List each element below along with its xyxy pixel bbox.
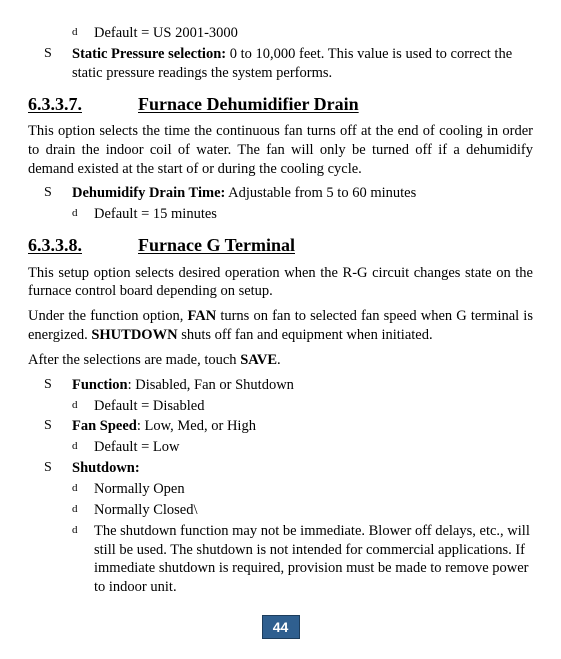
bullet-marker-icon: S bbox=[44, 459, 72, 478]
value: : Low, Med, or High bbox=[137, 418, 256, 434]
list-item-normally-open: d Normally Open bbox=[72, 480, 533, 499]
text: Default = Disabled bbox=[94, 397, 533, 416]
section-heading-6337: 6.3.3.7. Furnace Dehumidifier Drain bbox=[28, 93, 533, 116]
section-title: Furnace G Terminal bbox=[138, 234, 295, 257]
text: Normally Open bbox=[94, 480, 533, 499]
circle-marker-icon: d bbox=[72, 501, 94, 520]
section-title: Furnace Dehumidifier Drain bbox=[138, 93, 359, 116]
list-item-fan-speed: S Fan Speed: Low, Med, or High bbox=[44, 417, 533, 436]
label: Static Pressure selection: bbox=[72, 46, 226, 62]
label: Fan Speed bbox=[72, 418, 137, 434]
bullet-marker-icon: S bbox=[44, 376, 72, 395]
text: Default = Low bbox=[94, 438, 533, 457]
list-item-shutdown: S Shutdown: bbox=[44, 459, 533, 478]
text: Default = 15 minutes bbox=[94, 205, 533, 224]
section-number: 6.3.3.7. bbox=[28, 93, 138, 116]
text: Normally Closed\ bbox=[94, 501, 533, 520]
list-item-default-15: d Default = 15 minutes bbox=[72, 205, 533, 224]
circle-marker-icon: d bbox=[72, 24, 94, 43]
list-item-normally-closed: d Normally Closed\ bbox=[72, 501, 533, 520]
text: Dehumidify Drain Time: Adjustable from 5… bbox=[72, 184, 533, 203]
bullet-marker-icon: S bbox=[44, 184, 72, 203]
bullet-marker-icon: S bbox=[44, 417, 72, 436]
circle-marker-icon: d bbox=[72, 480, 94, 499]
text: Default = US 2001-3000 bbox=[94, 24, 533, 43]
text: Under the function option, bbox=[28, 308, 187, 324]
label: Dehumidify Drain Time: bbox=[72, 185, 225, 201]
text: Shutdown: bbox=[72, 459, 533, 478]
paragraph: Under the function option, FAN turns on … bbox=[28, 307, 533, 345]
text: . bbox=[277, 352, 281, 368]
value: Adjustable from 5 to 60 minutes bbox=[225, 185, 416, 201]
paragraph: After the selections are made, touch SAV… bbox=[28, 351, 533, 370]
paragraph: This option selects the time the continu… bbox=[28, 122, 533, 179]
circle-marker-icon: d bbox=[72, 397, 94, 416]
keyword-shutdown: SHUTDOWN bbox=[91, 327, 177, 343]
list-item-static-pressure: S Static Pressure selection: 0 to 10,000… bbox=[44, 45, 533, 83]
page-number: 44 bbox=[262, 615, 300, 639]
label: Shutdown: bbox=[72, 460, 140, 476]
label: Function bbox=[72, 377, 128, 393]
list-item-shutdown-note: d The shutdown function may not be immed… bbox=[72, 522, 533, 597]
section-heading-6338: 6.3.3.8. Furnace G Terminal bbox=[28, 234, 533, 257]
text: Function: Disabled, Fan or Shutdown bbox=[72, 376, 533, 395]
circle-marker-icon: d bbox=[72, 205, 94, 224]
keyword-save: SAVE bbox=[240, 352, 277, 368]
text: shuts off fan and equipment when initiat… bbox=[178, 327, 433, 343]
value: : Disabled, Fan or Shutdown bbox=[128, 377, 294, 393]
text: After the selections are made, touch bbox=[28, 352, 240, 368]
bullet-marker-icon: S bbox=[44, 45, 72, 83]
text: The shutdown function may not be immedia… bbox=[94, 522, 533, 597]
keyword-fan: FAN bbox=[187, 308, 216, 324]
section-number: 6.3.3.8. bbox=[28, 234, 138, 257]
circle-marker-icon: d bbox=[72, 438, 94, 457]
list-item-dehumidify-drain: S Dehumidify Drain Time: Adjustable from… bbox=[44, 184, 533, 203]
paragraph: This setup option selects desired operat… bbox=[28, 264, 533, 302]
list-item-default-us: d Default = US 2001-3000 bbox=[72, 24, 533, 43]
circle-marker-icon: d bbox=[72, 522, 94, 597]
list-item-function-default: d Default = Disabled bbox=[72, 397, 533, 416]
list-item-fanspeed-default: d Default = Low bbox=[72, 438, 533, 457]
list-item-function: S Function: Disabled, Fan or Shutdown bbox=[44, 376, 533, 395]
text: Static Pressure selection: 0 to 10,000 f… bbox=[72, 45, 533, 83]
text: Fan Speed: Low, Med, or High bbox=[72, 417, 533, 436]
